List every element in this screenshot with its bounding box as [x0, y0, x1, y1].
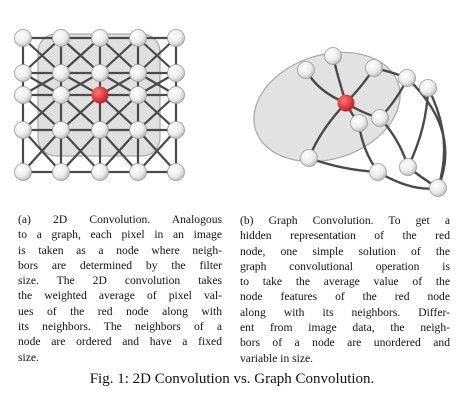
graph-node [398, 69, 416, 87]
graph-nodes [297, 47, 447, 197]
caption-line: node, one simple solution of the [240, 244, 450, 258]
grid-node [129, 64, 147, 82]
caption-line: to take the average value of the [240, 275, 450, 289]
caption-line: (a) 2D Convolution. Analogous [18, 213, 222, 226]
panel-b-caption: (b) Graph Convolution. To get a hidden re… [240, 213, 450, 366]
panel-a-caption: (a) 2D Convolution. Analogous to a graph,… [18, 212, 222, 365]
center-node-red [91, 86, 109, 104]
caption-line: variable in size. [240, 351, 314, 365]
grid-node [91, 121, 109, 139]
caption-line: size. [18, 350, 39, 364]
grid-node [14, 86, 32, 104]
caption-line: ues of the red node along with [18, 304, 222, 318]
grid-node [91, 29, 109, 47]
caption-line: is taken as a node where neigh- [18, 243, 222, 257]
grid-node [52, 163, 70, 181]
caption-line: along with its neighbors. Differ- [240, 305, 450, 319]
grid-nodes [14, 29, 185, 181]
graph-node [419, 79, 437, 97]
caption-line: graph convolutional operation is [240, 259, 450, 273]
grid-node [129, 86, 147, 104]
caption-line: bors are determined by the filter [18, 258, 222, 272]
grid-node [14, 163, 32, 181]
panel-a-grid-diagram [14, 29, 185, 181]
grid-node [167, 86, 185, 104]
panel-b-graph-diagram [253, 47, 447, 197]
graph-node [399, 158, 417, 176]
grid-node [167, 163, 185, 181]
grid-node [167, 64, 185, 82]
grid-edge [99, 129, 139, 173]
grid-edge [137, 129, 177, 173]
grid-node [14, 29, 32, 47]
grid-edge [22, 129, 62, 173]
caption-line: node features of the red node [240, 290, 450, 304]
graph-node [350, 114, 368, 132]
caption-line: ent from image data, the neigh- [240, 321, 450, 335]
graph-node [369, 163, 387, 181]
graph-node [300, 149, 318, 167]
grid-edge [60, 129, 101, 173]
graph-node [371, 109, 389, 127]
grid-node [129, 29, 147, 47]
graph-node [324, 47, 342, 65]
grid-node [52, 29, 70, 47]
caption-line: hidden representation of the red [240, 229, 450, 243]
grid-node [91, 163, 109, 181]
caption-line: bors of a node are unordered and [240, 336, 450, 350]
grid-node [14, 121, 32, 139]
caption-line: the weighted average of pixel val- [18, 289, 222, 303]
graph-node [429, 179, 447, 197]
grid-node [167, 29, 185, 47]
grid-node [129, 121, 147, 139]
grid-node [129, 163, 147, 181]
caption-line: node are ordered and have a fixed [18, 335, 222, 349]
grid-node [52, 121, 70, 139]
graph-edge [426, 86, 446, 190]
grid-node [167, 121, 185, 139]
grid-node [14, 64, 32, 82]
grid-node [52, 64, 70, 82]
center-node-red [337, 94, 355, 112]
graph-node [365, 59, 383, 77]
caption-line: (b) Graph Convolution. To get a [240, 214, 450, 227]
neighborhood-highlight [253, 51, 401, 163]
caption-line: to a graph, each pixel in an image [18, 228, 222, 242]
grid-node [91, 64, 109, 82]
caption-line: its neighbors. The neighbors of a [18, 320, 222, 334]
graph-node [297, 61, 315, 79]
figure-caption: Fig. 1: 2D Convolution vs. Graph Convolu… [89, 371, 375, 387]
caption-line: size. The 2D convolution takes [18, 274, 222, 288]
grid-node [52, 86, 70, 104]
